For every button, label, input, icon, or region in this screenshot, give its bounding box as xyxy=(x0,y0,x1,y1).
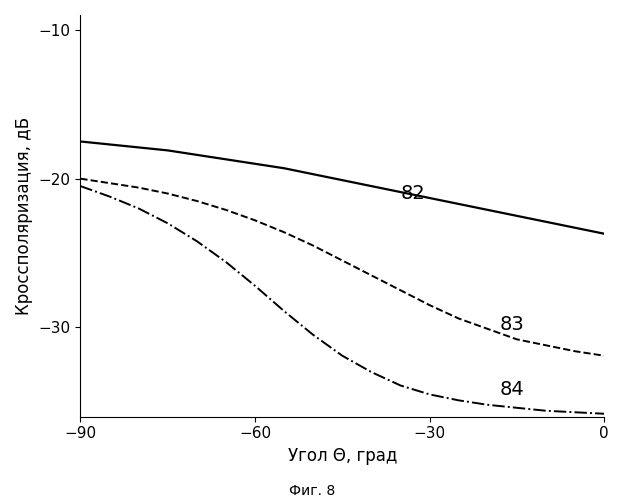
Text: 83: 83 xyxy=(499,315,524,334)
Text: 82: 82 xyxy=(401,184,425,203)
X-axis label: Угол Θ, град: Угол Θ, град xyxy=(288,447,397,465)
Text: Фиг. 8: Фиг. 8 xyxy=(289,484,335,498)
Y-axis label: Кроссполяризация, дБ: Кроссполяризация, дБ xyxy=(15,117,33,315)
Text: 84: 84 xyxy=(499,380,524,400)
